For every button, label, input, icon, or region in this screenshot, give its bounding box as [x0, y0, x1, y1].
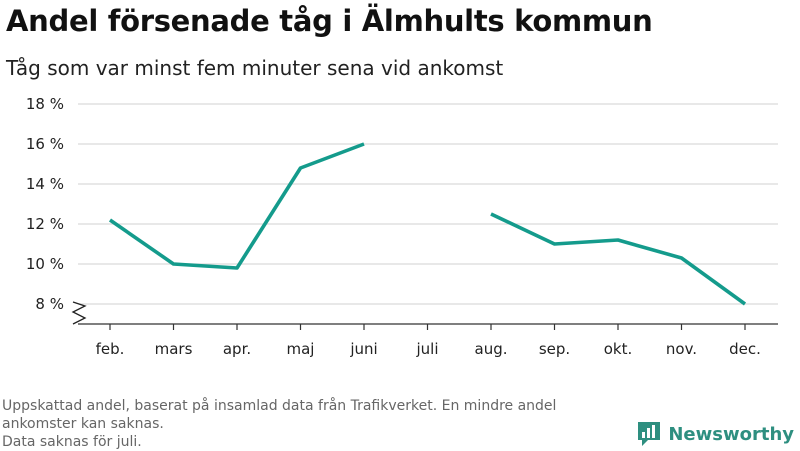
x-tick-label: maj: [287, 340, 315, 358]
x-tick-label: mars: [155, 340, 193, 358]
footnote-missing-data: Data saknas för juli.: [2, 434, 142, 450]
y-tick-label: 10 %: [26, 255, 64, 273]
x-tick-label: juni: [349, 340, 377, 358]
bar-chart-speech-bubble-icon: [638, 422, 661, 446]
x-tick-label: juli: [415, 340, 438, 358]
x-tick-label: sep.: [539, 340, 570, 358]
x-axis-ticks: feb. mars apr. maj juni juli aug. sep. okt. nov. d…: [96, 324, 761, 358]
axis-break-icon: [71, 301, 87, 325]
y-tick-label: 14 %: [26, 175, 64, 193]
y-tick-label: 16 %: [26, 135, 64, 153]
x-tick-label: feb.: [96, 340, 125, 358]
y-tick-label: 18 %: [26, 95, 64, 113]
series-line: [108, 142, 365, 270]
series-lines: [108, 142, 747, 306]
x-tick-label: apr.: [223, 340, 251, 358]
y-axis-ticks: 8 % 10 % 12 % 14 % 16 % 18 %: [26, 95, 64, 313]
chart-footnote: Uppskattad andel, baserat på insamlad da…: [2, 397, 622, 451]
y-tick-label: 12 %: [26, 215, 64, 233]
grid-lines: [78, 103, 778, 305]
x-tick-label: aug.: [475, 340, 508, 358]
line-chart: 8 % 10 % 12 % 14 % 16 % 18 % feb. mars apr. maj j…: [26, 95, 778, 358]
x-axis: [71, 301, 778, 325]
x-tick-label: dec.: [729, 340, 761, 358]
x-tick-label: okt.: [604, 340, 633, 358]
y-tick-label: 8 %: [35, 295, 64, 313]
chart-subtitle: Tåg som var minst fem minuter sena vid a…: [6, 56, 504, 80]
newsworthy-logo: Newsworthy: [636, 420, 794, 448]
logo-text: Newsworthy: [668, 423, 794, 445]
x-tick-label: nov.: [666, 340, 697, 358]
footnote-source: Uppskattad andel, baserat på insamlad da…: [2, 398, 557, 432]
series-line: [490, 212, 747, 306]
chart-title: Andel försenade tåg i Älmhults kommun: [6, 4, 653, 38]
